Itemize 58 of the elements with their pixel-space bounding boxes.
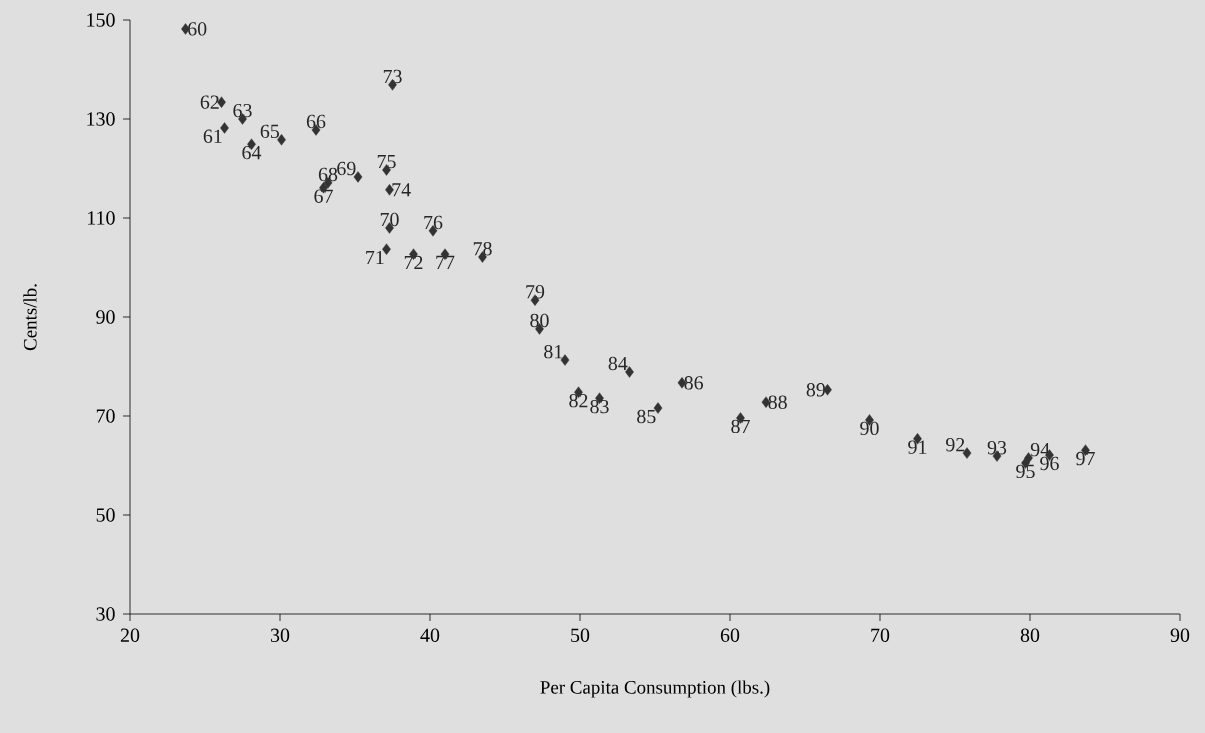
annotation: 66 (306, 114, 326, 129)
annotation: 83 (590, 399, 609, 414)
x-axis-title: Per Capita Consumption (lbs.) (540, 680, 770, 698)
annotation: 85 (637, 409, 656, 424)
x-tick-label: 70 (871, 628, 890, 642)
annotation: 89 (806, 383, 825, 397)
annotation: 80 (530, 313, 549, 328)
y-tick-label: 130 (87, 112, 115, 126)
annotation: 61 (203, 129, 222, 143)
x-tick-label: 20 (120, 628, 140, 642)
annotation: 63 (233, 103, 252, 118)
annotation: 65 (260, 124, 280, 139)
x-tick-label: 90 (1170, 628, 1190, 642)
y-tick-label: 110 (88, 211, 115, 225)
annotation: 68 (318, 167, 338, 182)
annotation: 82 (569, 393, 588, 408)
point (220, 122, 229, 134)
annotation: 67 (314, 189, 333, 203)
annotation: 88 (768, 395, 787, 409)
annotation: 81 (544, 344, 563, 359)
annotation: 77 (436, 255, 455, 269)
y-axis-title: Cents/lb. (23, 284, 37, 351)
annotation: 62 (200, 95, 219, 109)
y-tick-label: 50 (96, 508, 115, 522)
annotation: 71 (366, 250, 384, 265)
x-tick-label: 80 (1020, 628, 1040, 642)
annotation: 76 (424, 215, 443, 230)
annotation: 96 (1040, 456, 1059, 471)
annotation: 74 (392, 183, 411, 197)
point (382, 243, 391, 255)
annotation: 93 (987, 441, 1007, 455)
annotation: 86 (684, 376, 704, 390)
annotation: 87 (731, 419, 750, 434)
annotation: 91 (908, 440, 927, 454)
y-tick-label: 30 (96, 607, 115, 621)
annotation: 75 (377, 155, 396, 169)
x-tick-label: 60 (720, 628, 740, 642)
x-tick-label: 30 (270, 628, 290, 642)
annotation: 78 (473, 241, 492, 256)
x-tick-label: 40 (420, 628, 440, 642)
annotation: 90 (860, 421, 879, 436)
annotation: 69 (337, 161, 356, 176)
annotation: 73 (383, 69, 402, 84)
annotation: 60 (188, 22, 207, 36)
x-tick-label: 50 (571, 628, 590, 642)
annotation: 70 (380, 212, 399, 227)
annotation: 92 (946, 438, 965, 452)
y-tick-label: 150 (87, 13, 115, 27)
annotation: 84 (608, 356, 628, 371)
annotation: 97 (1076, 451, 1095, 466)
annotation: 72 (404, 255, 423, 270)
annotation: 79 (526, 285, 545, 299)
point (560, 354, 570, 366)
annotation: 95 (1016, 464, 1035, 479)
y-tick-label: 70 (96, 409, 115, 423)
annotation: 64 (242, 145, 262, 160)
y-tick-label: 90 (96, 310, 115, 324)
point (277, 134, 286, 146)
